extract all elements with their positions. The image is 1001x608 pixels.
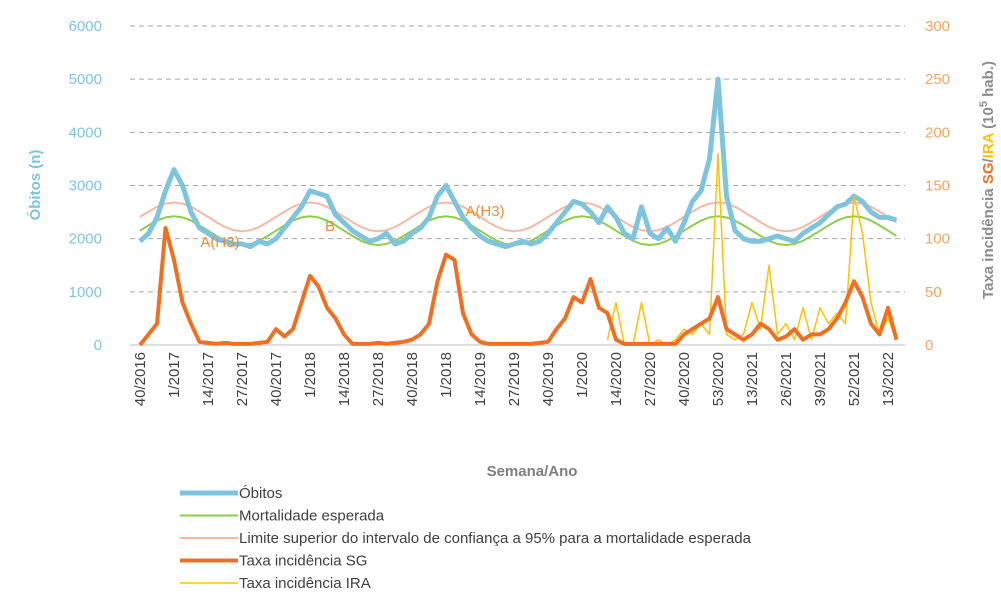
- x-tick-label: 26/2021: [778, 352, 795, 406]
- x-tick-label: 1/2018: [302, 352, 319, 398]
- y-tick-label: 4000: [69, 124, 102, 141]
- y2-tick-label: 150: [925, 178, 950, 195]
- legend-label: Mortalidade esperada: [239, 508, 385, 525]
- y2-axis-label: Taxa incidência SG/IRA (105 hab.): [978, 61, 997, 299]
- x-tick-label: 52/2021: [846, 352, 863, 406]
- x-tick-label: 40/2017: [268, 352, 285, 406]
- x-tick-label: 53/2020: [710, 352, 727, 406]
- legend-label: Taxa incidência IRA: [239, 575, 371, 592]
- y2-label-part: 5: [978, 101, 990, 107]
- legend-label: Taxa incidência SG: [239, 553, 367, 570]
- x-tick-label: 27/2020: [642, 352, 659, 406]
- x-tick-label: 13/2022: [880, 352, 897, 406]
- x-tick-label: 1/2020: [574, 352, 591, 398]
- legend-label: Limite superior do intervalo de confianç…: [239, 530, 752, 547]
- y2-tick-label: 250: [925, 71, 950, 88]
- y2-label-part: /: [980, 157, 997, 162]
- x-tick-label: 14/2018: [336, 352, 353, 406]
- y2-tick-label: 0: [925, 337, 933, 354]
- y2-label-part: Taxa incidência: [980, 184, 997, 299]
- annotation: A(H3): [200, 234, 239, 251]
- annotation: A(H3): [465, 203, 504, 220]
- x-tick-label: 39/2021: [812, 352, 829, 406]
- y-tick-label: 6000: [69, 18, 102, 35]
- y2-label-part: (10: [980, 107, 997, 133]
- x-tick-label: 27/2019: [506, 352, 523, 406]
- x-tick-label: 40/2020: [676, 352, 693, 406]
- x-tick-label: 1/2018: [438, 352, 455, 398]
- y-tick-label: 2000: [69, 231, 102, 248]
- series-line: [606, 152, 898, 346]
- x-tick-label: 13/2021: [744, 352, 761, 406]
- y2-label-part: SG: [980, 162, 997, 184]
- y2-tick-label: 50: [925, 284, 942, 301]
- legend-label: Óbitos: [239, 485, 282, 502]
- annotation: B: [325, 218, 335, 235]
- x-tick-label: 40/2019: [540, 352, 557, 406]
- y-tick-label: 5000: [69, 71, 102, 88]
- x-tick-label: 14/2019: [472, 352, 489, 406]
- x-tick-label: 27/2017: [234, 352, 251, 406]
- y2-label-part: IRA: [980, 132, 997, 158]
- series-line: [139, 201, 898, 233]
- x-axis-label: Semana/Ano: [487, 463, 578, 480]
- y-tick-label: 1000: [69, 284, 102, 301]
- y2-tick-label: 100: [925, 231, 950, 248]
- y-tick-label: 0: [94, 337, 102, 354]
- y-axis-label: Óbitos (n): [26, 150, 44, 221]
- x-tick-label: 14/2017: [200, 352, 217, 406]
- y2-label-part: hab.): [980, 61, 997, 101]
- x-tick-label: 40/2018: [404, 352, 421, 406]
- y2-tick-label: 200: [925, 124, 950, 141]
- series-line: [138, 226, 899, 347]
- y2-tick-label: 300: [925, 18, 950, 35]
- series-line: [138, 76, 898, 250]
- x-tick-label: 40/2016: [132, 352, 149, 406]
- x-tick-label: 14/2020: [608, 352, 625, 406]
- x-tick-label: 1/2017: [166, 352, 183, 398]
- x-tick-label: 27/2018: [370, 352, 387, 406]
- y-tick-label: 3000: [69, 178, 102, 195]
